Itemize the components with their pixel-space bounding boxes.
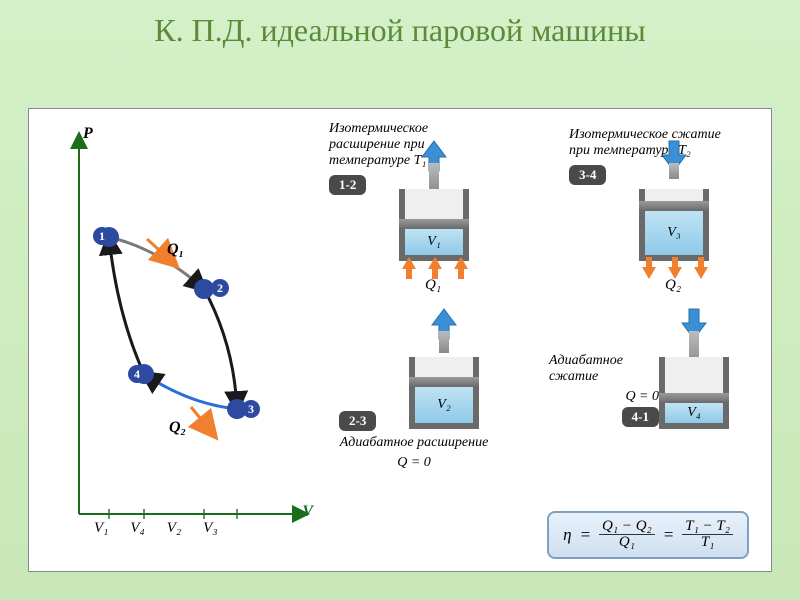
heat-in-arrows-icon xyxy=(401,257,469,279)
tick-v2: V₂ xyxy=(167,520,181,537)
piston-12: V₁ Q₁ xyxy=(399,169,469,261)
piston-34: V₃ Q₂ xyxy=(639,169,709,261)
pv-diagram: P V 1 2 3 4 Q₁ Q₂ V₁ V₄ V₂ V₃ xyxy=(39,119,319,549)
frac-q: Q₁ − Q₂ Q₁ xyxy=(599,519,655,552)
equals-1: = xyxy=(580,525,591,545)
stage-12-chip: 1-2 xyxy=(329,175,366,195)
q2-piston-label: Q₂ xyxy=(665,277,681,294)
node-3: 3 xyxy=(242,400,260,418)
q1-graph-label: Q₁ xyxy=(167,241,184,259)
piston-41: V₄ xyxy=(659,337,729,429)
stage-23-chip: 2-3 xyxy=(339,411,376,431)
stage-41-chip: 4-1 xyxy=(622,407,659,427)
pv-svg xyxy=(39,119,319,549)
gas-v1: V₁ xyxy=(405,229,463,255)
slide-title: К. П.Д. идеальной паровой машины xyxy=(0,0,800,57)
node-1: 1 xyxy=(93,227,111,245)
stage-41-q0: Q = 0 xyxy=(549,389,659,405)
stage-34-chip: 3-4 xyxy=(569,165,606,185)
equals-2: = xyxy=(663,525,674,545)
stage-41-text: Адиабатное сжатие xyxy=(549,353,659,385)
efficiency-formula: η = Q₁ − Q₂ Q₁ = T₁ − T₂ T₁ xyxy=(547,511,749,560)
stage-34-text: Изотермическое сжатие при температуре T₂ xyxy=(569,127,739,159)
stage-41: Адиабатное сжатие Q = 0 4-1 xyxy=(549,353,659,427)
tick-v4: V₄ xyxy=(130,520,144,537)
eta-symbol: η xyxy=(563,525,571,545)
node-2: 2 xyxy=(211,279,229,297)
q1-piston-label: Q₁ xyxy=(425,277,441,294)
axis-p-label: P xyxy=(83,125,93,143)
stage-23-text: Адиабатное расширение xyxy=(339,435,489,451)
gas-v4: V₄ xyxy=(665,403,723,423)
q2-graph-label: Q₂ xyxy=(169,419,186,437)
gas-v3: V₃ xyxy=(645,211,703,255)
frac-t: T₁ − T₂ T₁ xyxy=(682,519,733,552)
tick-v3: V₃ xyxy=(203,520,217,537)
stage-23-q0: Q = 0 xyxy=(339,455,489,471)
content-panel: P V 1 2 3 4 Q₁ Q₂ V₁ V₄ V₂ V₃ Изотермиче… xyxy=(28,108,772,572)
volume-ticks: V₁ V₄ V₂ V₃ xyxy=(94,520,218,537)
node-4: 4 xyxy=(128,365,146,383)
axis-v-label: V xyxy=(302,503,313,521)
tick-v1: V₁ xyxy=(94,520,108,537)
stage-23: 2-3 Адиабатное расширение Q = 0 xyxy=(339,409,489,471)
heat-out-arrows-icon xyxy=(641,257,709,279)
stage-12-text: Изотермическое расширение при температур… xyxy=(329,121,494,169)
